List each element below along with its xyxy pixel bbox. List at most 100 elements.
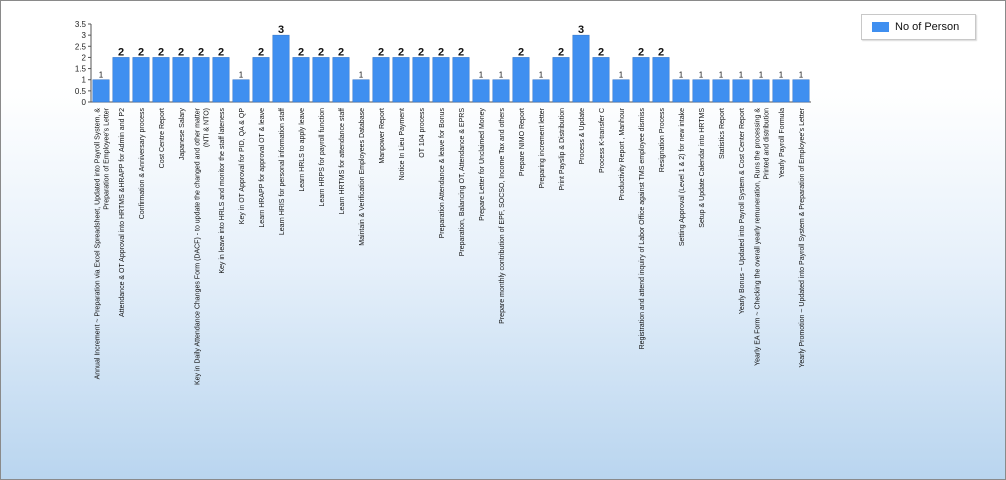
data-label: 1 — [479, 71, 484, 80]
data-label: 2 — [418, 46, 424, 58]
data-label: 1 — [359, 71, 364, 80]
data-label: 1 — [539, 71, 544, 80]
y-tick-label: 1.5 — [75, 65, 87, 74]
category-label: Print Payslip & Distribution — [559, 108, 566, 191]
bar — [612, 79, 630, 103]
category-label: Learn HRTMS for attendance staff — [339, 108, 346, 214]
bar — [432, 57, 450, 103]
category-label: Preparing increment letter — [539, 107, 546, 188]
category-label: Prepare monthly contribution of EPF, SOC… — [499, 108, 506, 324]
legend: No of Person — [861, 14, 976, 40]
category-label: Key in Daily Attendance Changes Form (DA… — [195, 107, 202, 385]
data-label: 2 — [558, 46, 564, 58]
y-tick-label: 2.5 — [75, 42, 87, 51]
data-label: 2 — [338, 46, 344, 58]
data-label: 2 — [438, 46, 444, 58]
data-label: 2 — [598, 46, 604, 58]
bar — [152, 57, 170, 103]
category-label: Learn HRIS for personal information staf… — [279, 108, 286, 235]
category-label: Prepare Letter for Unclaimed Money — [479, 108, 486, 221]
data-label: 2 — [458, 46, 464, 58]
category-label: Japanese Salary — [179, 108, 186, 161]
data-label: 1 — [779, 71, 784, 80]
data-label: 1 — [499, 71, 504, 80]
category-label: Yearly EA Form ~ Checking the overall ye… — [755, 108, 762, 366]
category-label: Notice In Lieu Payment — [399, 108, 406, 180]
data-label: 2 — [518, 46, 524, 58]
y-tick-label: 1 — [82, 76, 87, 85]
category-label: OT 104 process — [419, 108, 426, 158]
bar — [492, 79, 510, 103]
legend-label: No of Person — [895, 21, 960, 33]
data-label: 2 — [638, 46, 644, 58]
category-label: Attendance & OT Approval into HRTMS &HRA… — [119, 108, 126, 317]
data-label: 2 — [658, 46, 664, 58]
data-label: 2 — [318, 46, 324, 58]
data-label: 2 — [118, 46, 124, 58]
bar — [632, 57, 650, 103]
data-label: 1 — [699, 71, 704, 80]
bar — [772, 79, 790, 103]
category-label: (NTI & NTO) — [204, 108, 211, 147]
category-label: Preparation Attendance & leave for Bonus — [439, 108, 446, 239]
data-label: 2 — [158, 46, 164, 58]
bar — [472, 79, 490, 103]
category-label: Prepare NIMO Report — [519, 108, 526, 176]
data-label: 1 — [739, 71, 744, 80]
bar — [732, 79, 750, 103]
data-label: 3 — [578, 24, 584, 36]
legend-swatch — [872, 22, 889, 32]
y-tick-label: 3.5 — [75, 20, 87, 29]
bar — [412, 57, 430, 103]
bar — [232, 79, 250, 103]
bar — [172, 57, 190, 103]
category-label: Setup & Update Calendar into HRTMS — [699, 108, 706, 228]
data-label: 2 — [198, 46, 204, 58]
bar — [452, 57, 470, 103]
category-label: Registration and attend inquiry of Labor… — [639, 108, 646, 350]
bar — [792, 79, 810, 103]
data-label: 1 — [619, 71, 624, 80]
data-label: 2 — [378, 46, 384, 58]
y-tick-label: 2 — [82, 53, 87, 62]
bar — [572, 34, 590, 103]
bar — [332, 57, 350, 103]
bar — [672, 79, 690, 103]
bar — [652, 57, 670, 103]
bar — [212, 57, 230, 103]
category-label: Process & Update — [579, 108, 586, 165]
category-label: Confirmation & Anniversary process — [139, 108, 146, 220]
category-label: Learn HRAPP for approval OT & leave — [259, 108, 266, 228]
category-label: Productivity Report , Manhour — [619, 107, 626, 200]
category-label: Yearly Promotion ~ Updated into Payroll … — [799, 107, 806, 367]
category-label: Key in leave into HRLS and monitor the s… — [219, 108, 226, 274]
category-label: Manpower Report — [379, 108, 386, 164]
y-tick-label: 0.5 — [75, 87, 87, 96]
category-label: Setting Approval (Level 1 & 2) for new i… — [679, 108, 686, 246]
bar — [372, 57, 390, 103]
category-label: Key in OT Approval for PID, QA & QP — [239, 108, 246, 225]
bar — [552, 57, 570, 103]
category-label: Preparation of Employee's Letter — [104, 107, 111, 209]
bar — [292, 57, 310, 103]
category-label: Preparation, Balancing OT, Attendance & … — [459, 108, 466, 257]
category-label: Cost Centre Report — [159, 108, 166, 168]
data-label: 1 — [239, 71, 244, 80]
y-tick-label: 3 — [82, 31, 87, 40]
bar — [252, 57, 270, 103]
category-label: Annual Increment ~ Preparation via Excel… — [95, 108, 102, 380]
bar — [272, 34, 290, 103]
data-label: 2 — [218, 46, 224, 58]
bar — [532, 79, 550, 103]
bar — [192, 57, 210, 103]
bar — [112, 57, 130, 103]
data-label: 2 — [178, 46, 184, 58]
bar — [132, 57, 150, 103]
data-label: 2 — [298, 46, 304, 58]
bar — [692, 79, 710, 103]
bar — [592, 57, 610, 103]
bar — [512, 57, 530, 103]
data-label: 2 — [138, 46, 144, 58]
